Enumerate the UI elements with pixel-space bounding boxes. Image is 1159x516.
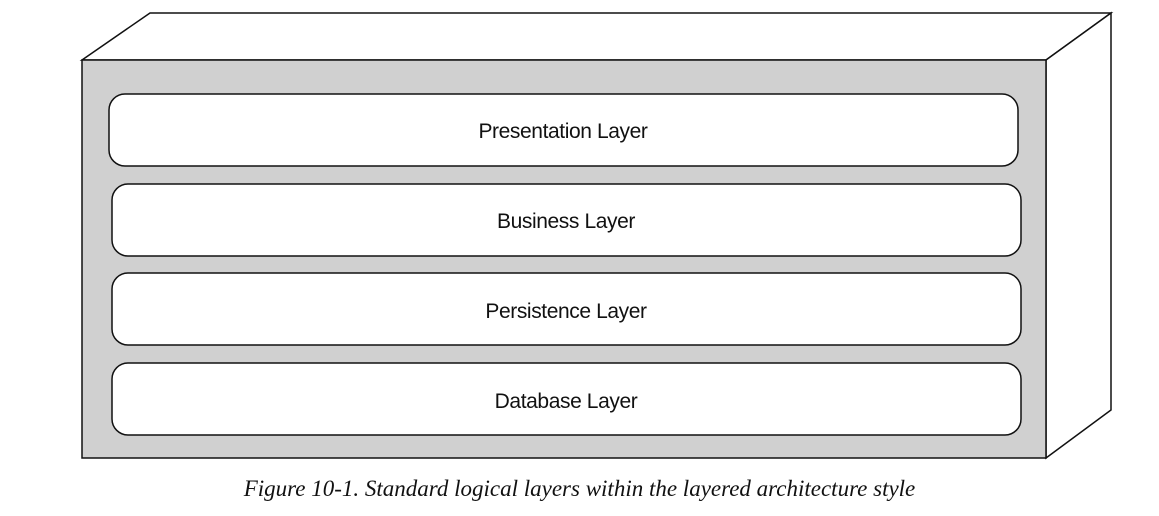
layer-label: Business Layer [497, 210, 635, 233]
box-side-face [1045, 11, 1112, 460]
box-top-face [79, 12, 1114, 61]
layer-label: Database Layer [495, 390, 638, 413]
layered-architecture-diagram: Presentation Layer Business Layer Persis… [79, 11, 1114, 460]
layer-box [111, 183, 1022, 257]
layer-box [111, 272, 1022, 346]
figure-caption: Figure 10-1. Standard logical layers wit… [243, 476, 916, 501]
layer-label: Presentation Layer [478, 120, 647, 143]
layer-persistence: Persistence Layer [111, 272, 1022, 346]
layer-database: Database Layer [111, 362, 1022, 436]
layer-business: Business Layer [111, 183, 1022, 257]
layer-presentation: Presentation Layer [108, 93, 1019, 167]
layer-box [108, 93, 1019, 167]
layer-label: Persistence Layer [485, 300, 647, 323]
layer-box [111, 362, 1022, 436]
